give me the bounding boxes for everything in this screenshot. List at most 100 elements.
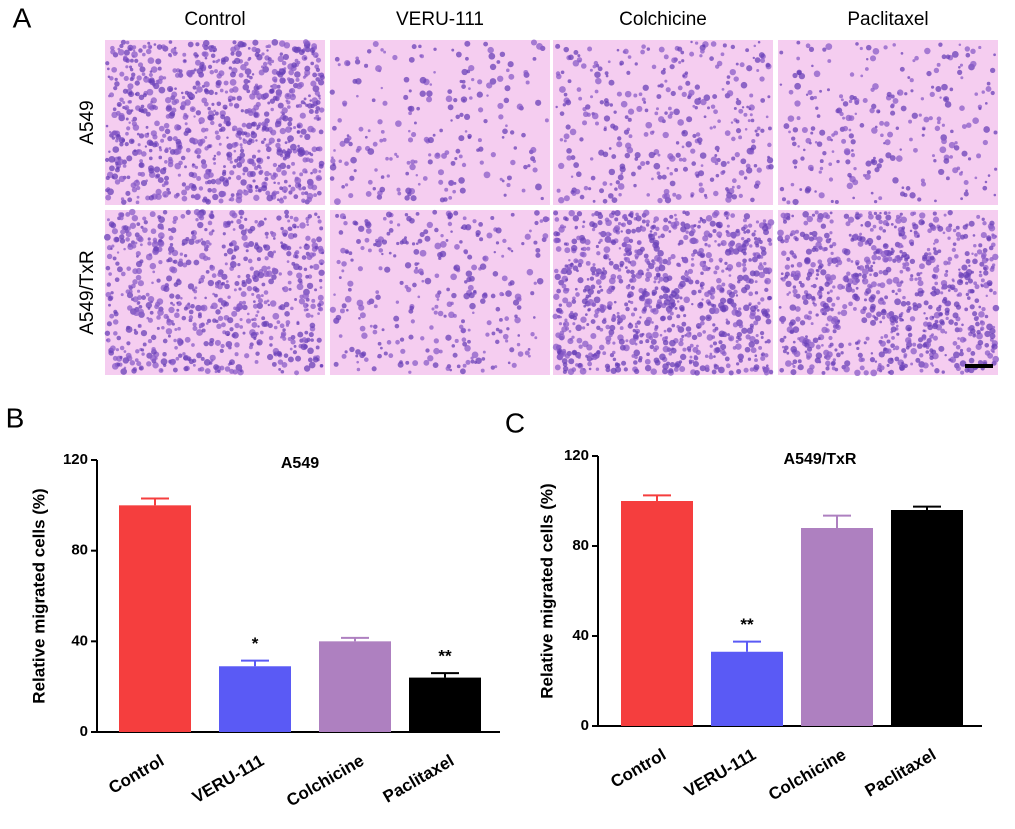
cell xyxy=(609,324,616,331)
cell xyxy=(287,77,291,81)
cell xyxy=(623,48,629,55)
cell xyxy=(758,52,765,58)
cell xyxy=(646,298,653,305)
y-axis-label: Relative migrated cells (%) xyxy=(537,483,556,698)
cell xyxy=(203,81,210,88)
cell xyxy=(617,183,625,190)
cell xyxy=(742,251,747,256)
cell xyxy=(291,161,295,166)
cell xyxy=(681,256,684,260)
cell xyxy=(902,265,907,270)
cell xyxy=(951,247,956,253)
cell xyxy=(136,185,141,191)
cell xyxy=(462,341,468,347)
cell xyxy=(699,365,706,372)
cell xyxy=(591,213,595,217)
cell xyxy=(689,51,695,57)
cell xyxy=(599,188,605,194)
cell xyxy=(282,80,286,84)
cell xyxy=(746,105,749,109)
cell xyxy=(337,63,341,67)
cell xyxy=(136,132,140,136)
cell xyxy=(741,287,748,294)
cell xyxy=(223,301,229,307)
cell xyxy=(991,345,995,349)
cell xyxy=(214,111,219,116)
cell xyxy=(294,254,299,259)
cell xyxy=(299,222,306,229)
cell xyxy=(643,209,650,216)
cell xyxy=(764,277,771,285)
cell xyxy=(713,109,718,115)
cell xyxy=(346,308,349,312)
cell xyxy=(675,193,682,200)
cell xyxy=(273,352,277,356)
cell xyxy=(271,361,277,367)
cell xyxy=(247,80,251,83)
cell xyxy=(114,277,120,283)
cell xyxy=(947,289,951,292)
cell xyxy=(196,352,202,359)
cell xyxy=(715,173,720,178)
cell xyxy=(868,213,874,220)
cell xyxy=(704,196,708,199)
cell xyxy=(213,154,217,158)
cell xyxy=(782,349,787,354)
cell xyxy=(290,334,296,340)
cell xyxy=(110,345,116,352)
cell xyxy=(394,152,398,156)
cell xyxy=(447,212,454,219)
cell xyxy=(674,361,682,368)
cell xyxy=(453,264,461,272)
cell xyxy=(613,110,617,114)
cell xyxy=(263,217,267,221)
cell xyxy=(870,264,874,268)
cell xyxy=(742,218,747,223)
cell xyxy=(702,235,709,242)
cell xyxy=(895,214,900,219)
cell xyxy=(602,267,605,270)
cell xyxy=(565,99,572,106)
cell xyxy=(286,260,290,263)
cell xyxy=(914,55,919,61)
cell xyxy=(559,111,565,116)
cell xyxy=(554,268,559,274)
cell xyxy=(247,158,254,165)
cell xyxy=(294,176,299,181)
cell xyxy=(114,77,118,81)
cell xyxy=(310,171,313,175)
cell xyxy=(679,305,685,311)
cell xyxy=(743,230,747,234)
cell xyxy=(185,237,190,242)
cell xyxy=(153,166,161,173)
cell xyxy=(748,107,752,111)
cell xyxy=(443,314,447,318)
cell xyxy=(304,133,311,140)
cell xyxy=(214,130,219,135)
cell xyxy=(749,149,755,155)
cell xyxy=(704,243,708,246)
cell xyxy=(860,74,864,78)
cell xyxy=(183,130,189,136)
cell xyxy=(341,185,345,189)
cell xyxy=(763,370,770,376)
cell xyxy=(373,324,378,329)
cell xyxy=(372,41,379,48)
cell xyxy=(909,137,913,142)
cell xyxy=(185,147,191,153)
bar xyxy=(801,528,873,726)
cell xyxy=(805,352,813,359)
cell xyxy=(516,305,522,310)
cell xyxy=(263,185,267,189)
cell xyxy=(272,312,280,320)
cell xyxy=(366,49,372,54)
cell xyxy=(790,270,796,276)
cell xyxy=(735,128,742,134)
cell xyxy=(742,258,747,264)
cell xyxy=(605,74,609,78)
cell xyxy=(423,229,429,235)
cell xyxy=(158,155,163,160)
cell xyxy=(631,228,636,234)
cell xyxy=(603,127,607,132)
cell xyxy=(317,303,322,308)
